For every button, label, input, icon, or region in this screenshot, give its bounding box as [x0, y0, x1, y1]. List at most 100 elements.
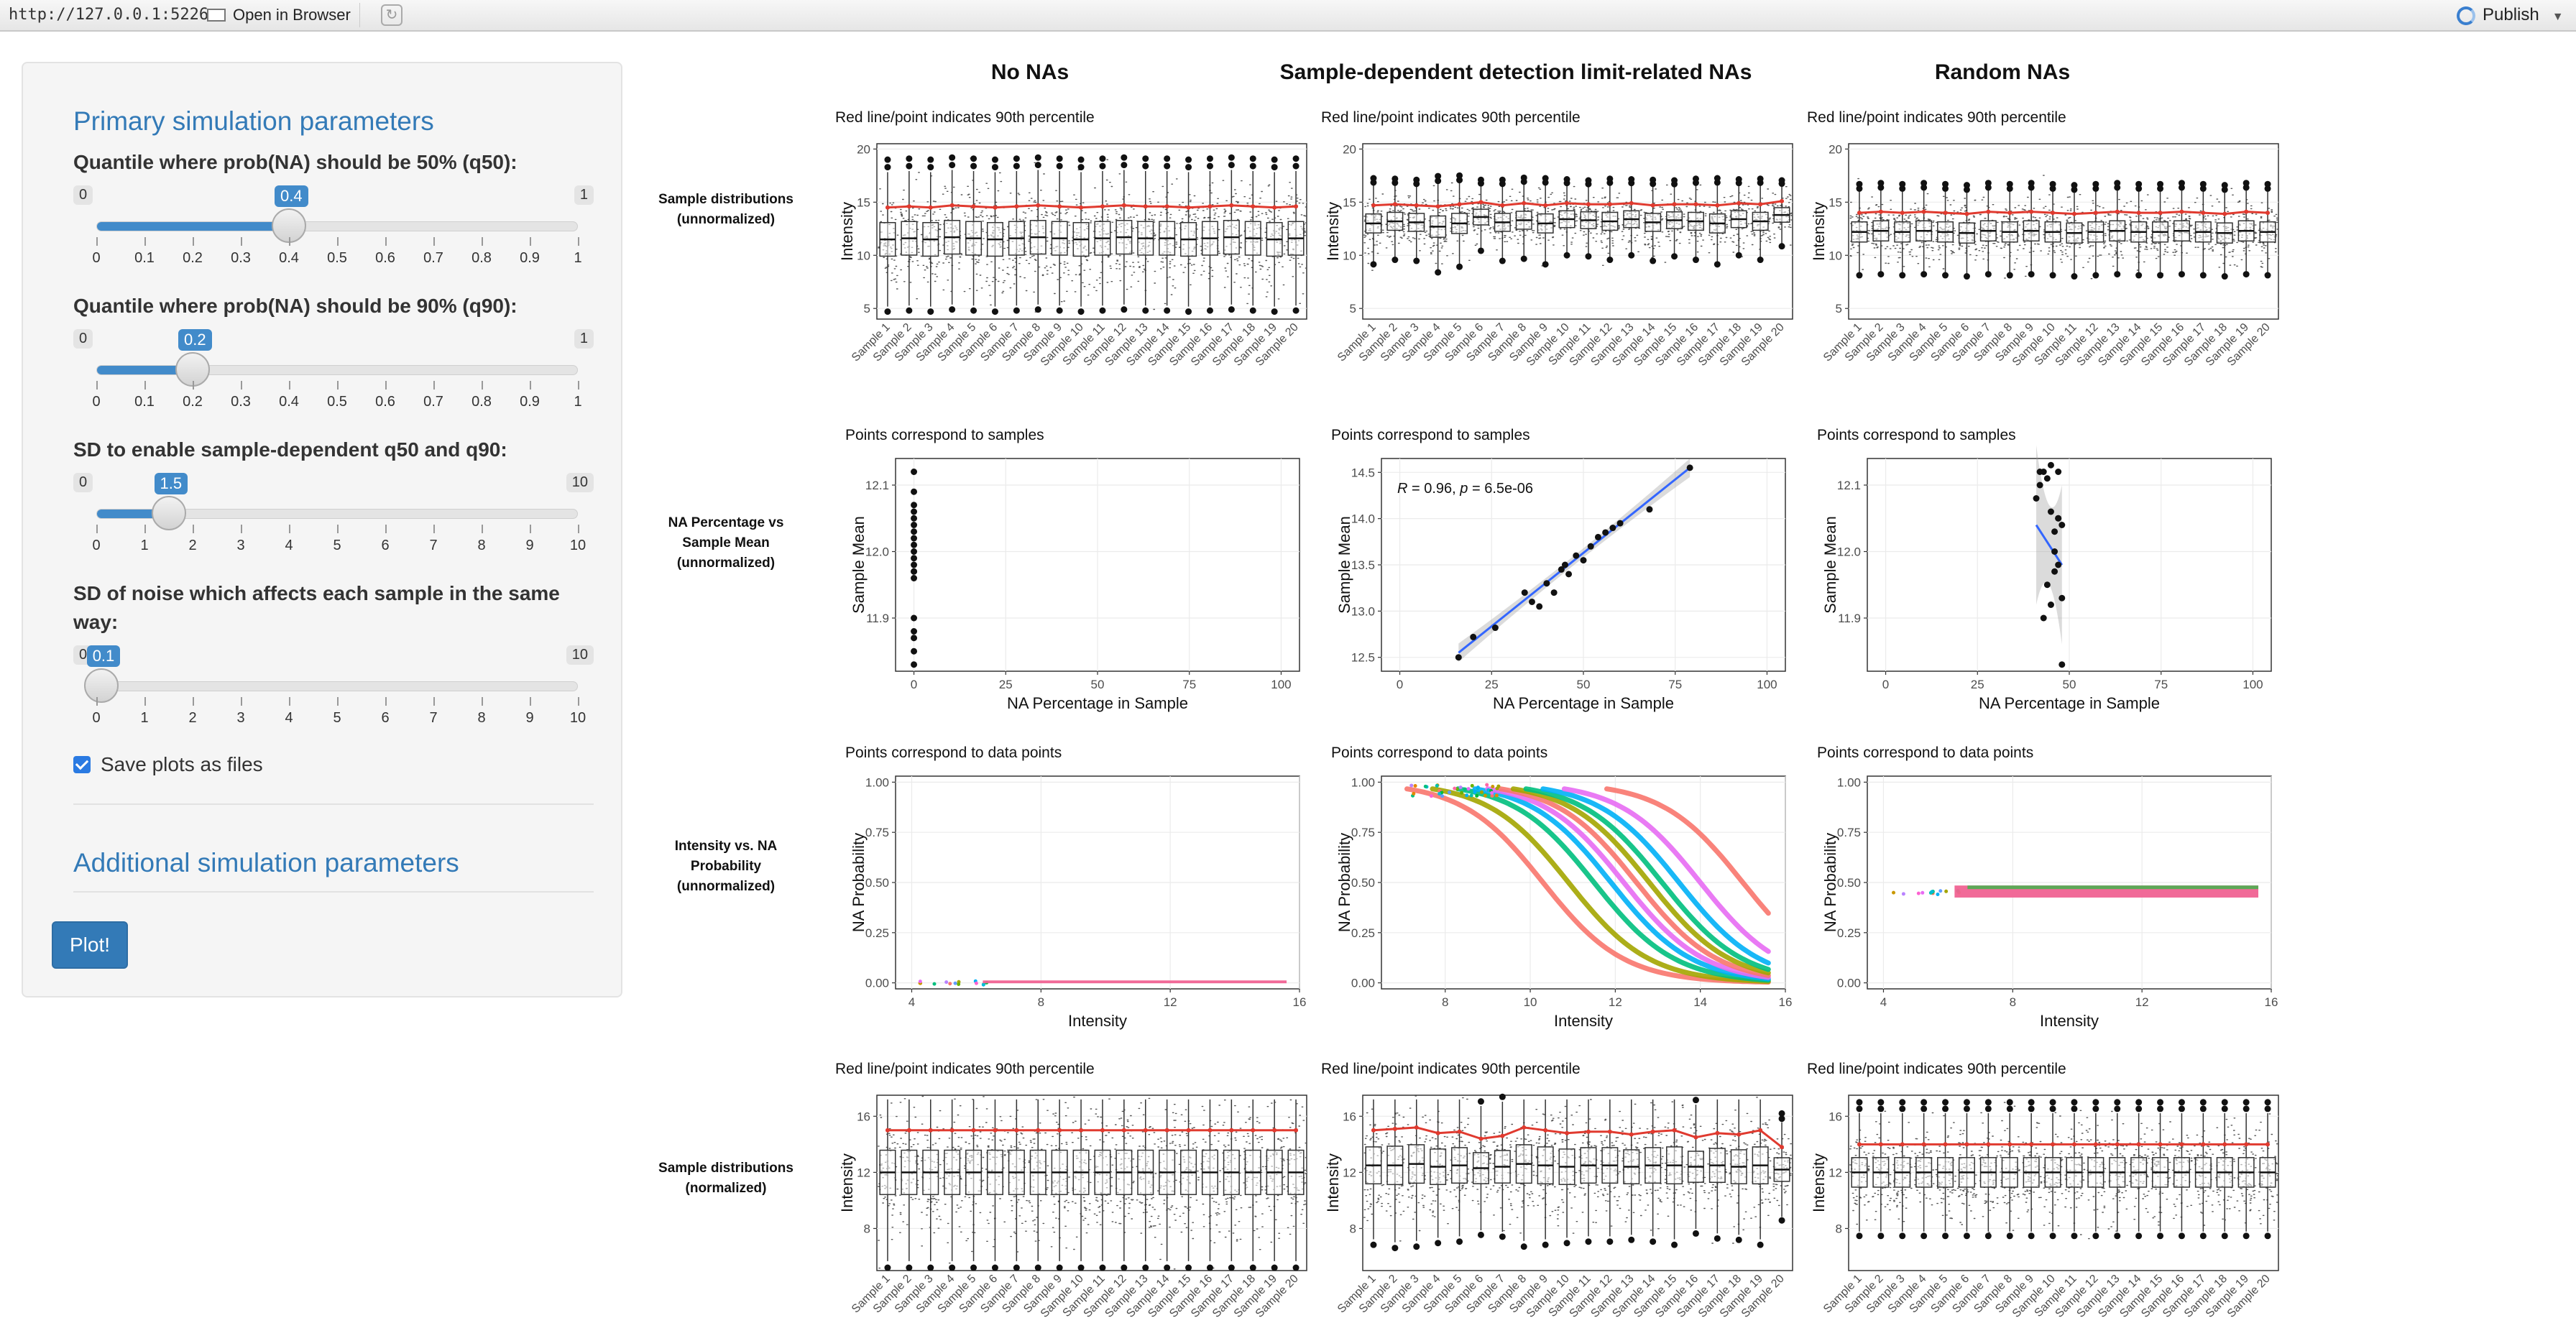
slider-tick	[337, 525, 339, 533]
data-point	[1490, 793, 1494, 798]
slider-tick-label: 6	[381, 710, 390, 726]
p90-point	[1500, 1133, 1505, 1138]
y-tick-label: 0.75	[1837, 826, 1861, 839]
slider-tick-label: 0	[92, 710, 101, 726]
p90-point	[1294, 204, 1299, 209]
p90-line	[1373, 200, 1782, 208]
save-plots-checkbox[interactable]: Save plots as files	[73, 753, 263, 776]
box-outlier	[884, 164, 891, 171]
box-outlier	[1877, 184, 1885, 191]
slider-track[interactable]	[96, 365, 578, 375]
x-tick-label: 12	[2135, 995, 2149, 1009]
box-outlier	[1877, 1105, 1885, 1112]
q90-label: Quantile where prob(NA) should be 90% (q…	[73, 295, 518, 317]
slider-track[interactable]	[96, 509, 578, 519]
y-tick-label: 12.1	[1837, 479, 1861, 492]
slider-track[interactable]	[96, 681, 578, 691]
sd-q-slider[interactable]: 0 10 1.5 0 1 2 3 4 5 6 7 8 9 10	[73, 473, 594, 566]
x-tick-label: 12	[1609, 995, 1622, 1009]
box-outlier	[1585, 177, 1592, 184]
q50-slider[interactable]: 0 1 0.4 0 0.1 0.2 0.3 0.4 0.5 0.6 0.7 0.8 0.9 1	[73, 185, 594, 279]
box-outlier	[1056, 1264, 1063, 1271]
p90-point	[1208, 204, 1213, 209]
box-outlier	[2199, 1099, 2207, 1106]
sd-noise-slider[interactable]: 0 10 0.1 0 1 2 3 4 5 6 7 8 9 10	[73, 645, 594, 739]
x-tick-label: 4	[1880, 995, 1887, 1009]
p90-point	[1715, 203, 1720, 208]
box-outlier	[1249, 1264, 1256, 1271]
p90-point	[1079, 1128, 1084, 1133]
p90-point	[2244, 1142, 2249, 1147]
refresh-icon[interactable]: ↻	[381, 4, 402, 26]
box-outlier	[1899, 180, 1906, 188]
q90-slider[interactable]: 0 1 0.2 0 0.1 0.2 0.3 0.4 0.5 0.6 0.7 0.8 0.9 1	[73, 329, 594, 423]
data-point	[1438, 792, 1442, 796]
x-axis-label: NA Percentage in Sample	[1007, 694, 1188, 712]
box-outlier	[1056, 162, 1063, 170]
checkbox-checked-icon[interactable]	[73, 756, 91, 773]
box-outlier	[1542, 175, 1549, 182]
box-outlier	[2264, 1105, 2271, 1112]
box-outlier	[927, 1264, 934, 1271]
publish-button[interactable]: Publish ▼	[2457, 3, 2564, 27]
box-outlier	[1142, 307, 1149, 314]
p90-point	[1457, 202, 1462, 207]
data-point	[944, 980, 949, 985]
box-outlier	[1757, 1241, 1764, 1248]
box-outlier	[1370, 1241, 1377, 1248]
probability-curve	[1561, 786, 1771, 954]
box-outlier	[2114, 1105, 2121, 1112]
p90-point	[2266, 211, 2271, 216]
box-outlier	[1413, 176, 1420, 183]
data-point	[1483, 793, 1487, 798]
box-outlier	[991, 308, 998, 315]
slider-tick-label: 1	[574, 250, 582, 266]
x-axis-label: Intensity	[1068, 1012, 1127, 1030]
slider-handle[interactable]	[83, 668, 119, 703]
box-outlier	[2221, 1099, 2228, 1106]
y-tick-label: 12	[1343, 1166, 1356, 1179]
y-tick-label: 0.50	[1837, 876, 1861, 890]
box-outlier	[2006, 180, 2013, 188]
data-point	[1646, 506, 1653, 513]
box-outlier	[1077, 156, 1085, 163]
box-outlier	[970, 162, 978, 170]
slider-tick	[193, 237, 194, 246]
box-outlier	[949, 162, 956, 169]
y-tick-label: 0.00	[1837, 977, 1861, 990]
box-outlier	[1013, 155, 1020, 162]
slider-tick-label: 3	[236, 710, 245, 726]
box-outlier	[2157, 1232, 2164, 1240]
additional-section-title[interactable]: Additional simulation parameters	[73, 848, 459, 877]
plot-r1-c2: Red line/point indicates 90th percentile…	[1321, 109, 1793, 411]
plot-r1-c1: Red line/point indicates 90th percentile…	[835, 109, 1307, 411]
p90-point	[1392, 202, 1397, 207]
box-outlier	[1628, 176, 1635, 183]
box-outlier	[1056, 307, 1063, 314]
box-outlier	[2071, 1232, 2078, 1240]
plot-button[interactable]: Plot!	[52, 921, 128, 969]
box-outlier	[2114, 1232, 2121, 1240]
row-label-sample-dist-unnorm: Sample distributions (unnormalized)	[658, 192, 794, 227]
slider-tick	[433, 237, 435, 246]
box-outlier	[2135, 272, 2143, 279]
slider-tick	[578, 697, 579, 706]
p90-point	[1522, 201, 1527, 206]
box-outlier	[1228, 162, 1235, 169]
box-outlier	[906, 307, 913, 314]
y-tick-label: 0.00	[865, 977, 889, 990]
slider-track[interactable]	[96, 221, 578, 231]
box-outlier	[1292, 162, 1300, 170]
open-in-browser-button[interactable]: Open in Browser	[200, 3, 360, 27]
box-outlier	[2264, 1099, 2271, 1106]
x-axis-label: Intensity	[2040, 1012, 2099, 1030]
p90-point	[906, 1128, 911, 1133]
box-outlier	[1942, 185, 1949, 192]
chevron-down-icon[interactable]: ▼	[2552, 11, 2564, 23]
box-outlier	[970, 307, 978, 314]
slider-handle[interactable]	[151, 496, 186, 530]
probability-curve	[1498, 786, 1771, 978]
box-outlier	[1778, 1110, 1785, 1117]
slider-tick	[289, 697, 290, 706]
p90-point	[1857, 211, 1862, 216]
